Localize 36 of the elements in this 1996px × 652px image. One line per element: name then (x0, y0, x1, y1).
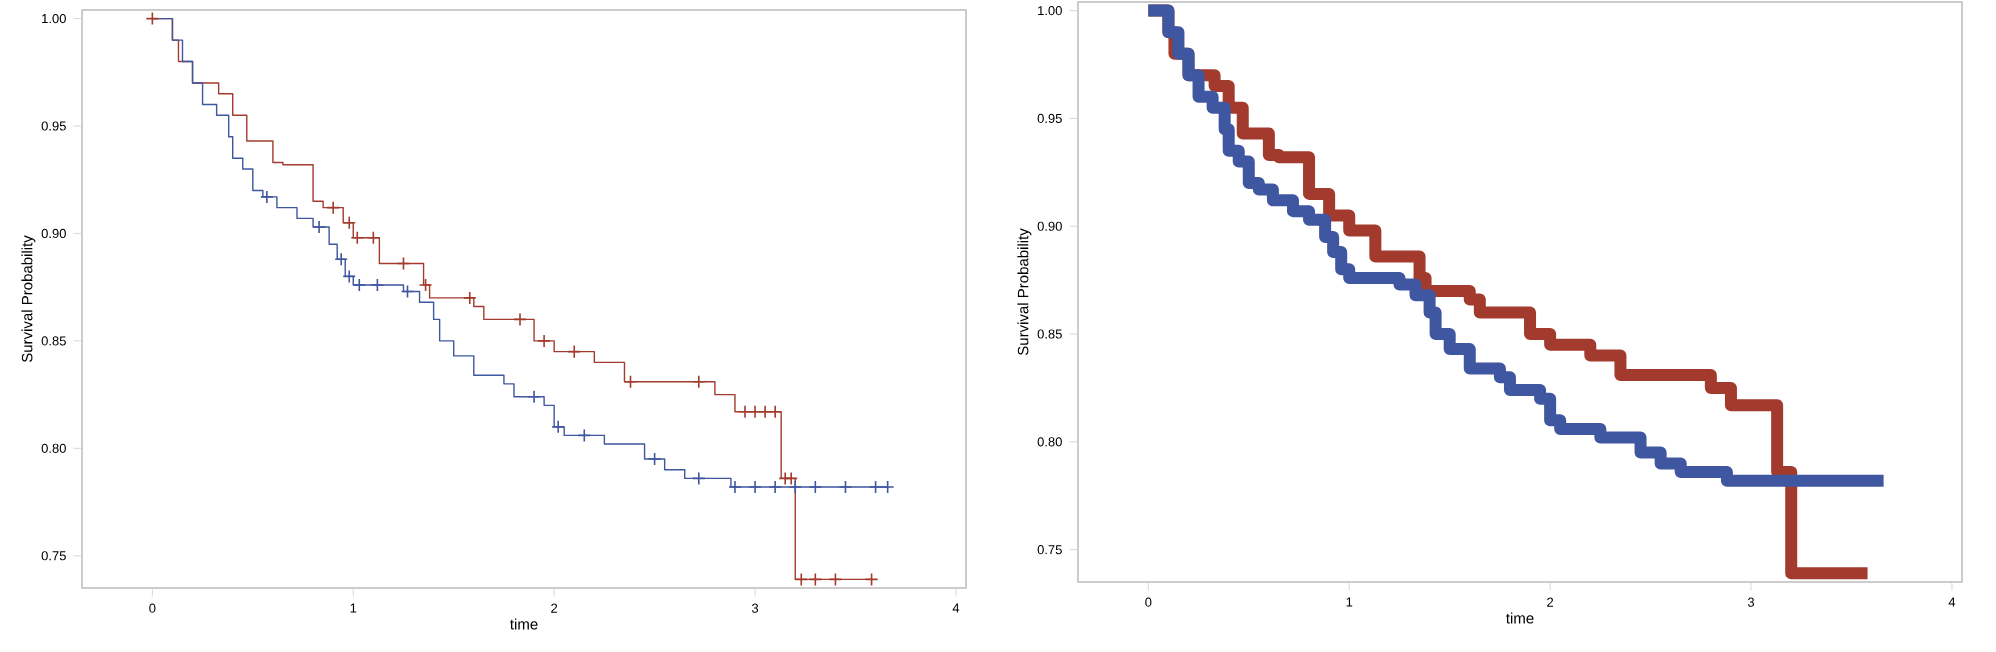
point (462, 291, 477, 305)
point (864, 572, 879, 587)
point (260, 190, 274, 204)
point (400, 284, 415, 299)
point (623, 374, 638, 389)
point (794, 572, 809, 587)
point (567, 344, 582, 359)
point (778, 471, 792, 486)
point (370, 278, 385, 292)
point (880, 480, 895, 494)
point (577, 428, 592, 443)
point (312, 220, 326, 234)
point (145, 11, 160, 26)
point (788, 480, 803, 494)
point (828, 572, 843, 587)
point (366, 230, 381, 245)
point (692, 471, 706, 486)
point (768, 480, 782, 494)
point (350, 230, 365, 245)
point (537, 334, 551, 348)
point (784, 471, 799, 486)
point (647, 452, 662, 466)
point (326, 200, 340, 215)
point (527, 389, 541, 404)
point (868, 480, 883, 494)
point (396, 256, 411, 271)
point (418, 278, 433, 292)
point (334, 252, 348, 267)
point (728, 480, 742, 494)
point (838, 480, 853, 494)
point (748, 480, 762, 494)
point (808, 480, 823, 494)
point (551, 420, 565, 434)
point (342, 215, 357, 230)
point (808, 572, 823, 587)
point (513, 312, 527, 327)
